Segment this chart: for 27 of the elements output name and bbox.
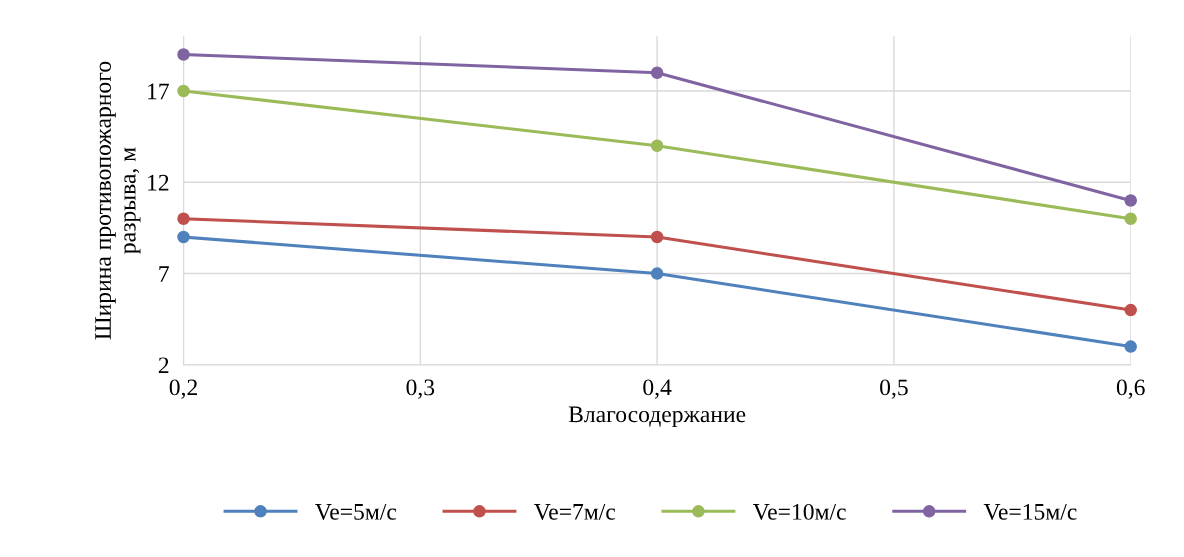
- point: [650, 230, 664, 244]
- point: [177, 212, 190, 226]
- x-tick-label: 0,6: [1116, 379, 1145, 399]
- y-tick-label: 12: [148, 174, 169, 191]
- point: [650, 139, 664, 152]
- point: [1124, 212, 1137, 226]
- y-axis-title: Ширина противопожарного разрыва, м: [95, 61, 141, 340]
- point: [1124, 194, 1137, 207]
- point: [1124, 303, 1137, 317]
- legend-label: Ve=10м/с: [752, 503, 846, 520]
- legend-label: Ve=15м/с: [983, 503, 1077, 520]
- x-tick-label: 0,3: [406, 379, 435, 399]
- point: [650, 267, 664, 280]
- point: [1124, 340, 1137, 353]
- point: [650, 66, 664, 79]
- y-tick-label: 17: [148, 83, 169, 100]
- point: [177, 48, 190, 61]
- y-tick-label: 7: [159, 266, 169, 282]
- y-tick-label: 2: [158, 357, 169, 374]
- x-tick-label: 0,2: [169, 379, 197, 399]
- legend-label: Ve=7м/с: [534, 504, 616, 520]
- x-tick-label: 0,5: [880, 379, 908, 399]
- legend-label: Ve=5м/с: [315, 504, 397, 520]
- point: [177, 230, 190, 244]
- x-tick-label: 0,4: [643, 379, 672, 399]
- x-axis-title: Влагосодержание: [568, 406, 746, 428]
- point: [177, 84, 190, 98]
